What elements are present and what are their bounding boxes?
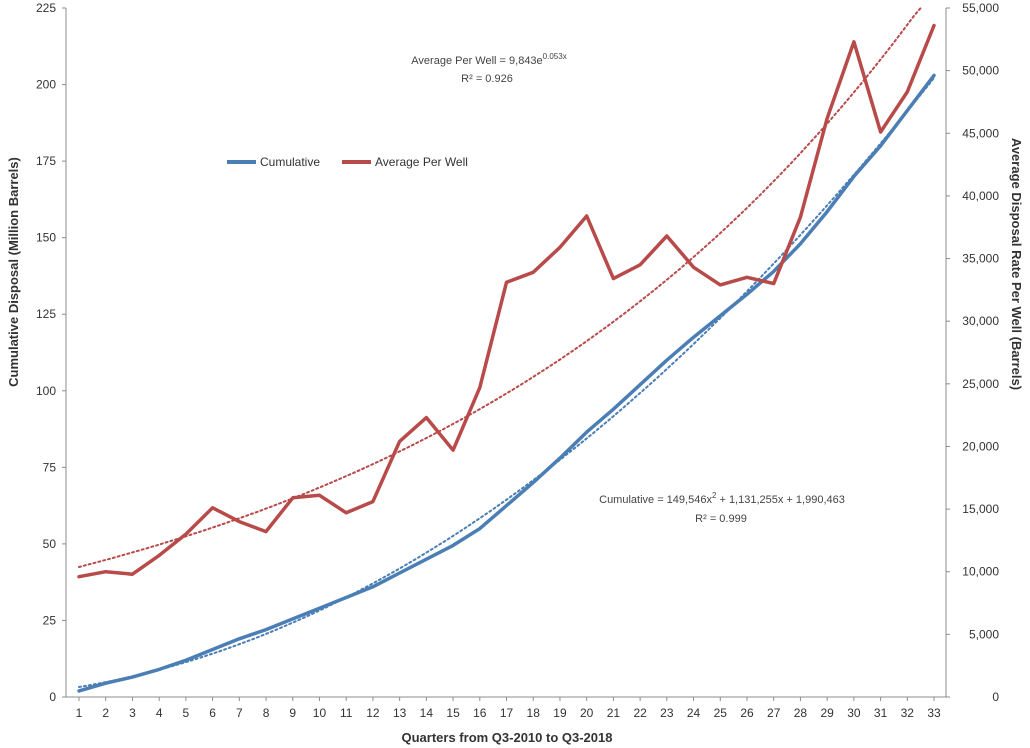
left-tick-label: 175 — [36, 154, 56, 168]
right-tick-label: 45,000 — [962, 126, 999, 140]
x-tick-label: 1 — [76, 706, 83, 720]
left-tick-label: 225 — [36, 1, 56, 15]
right-y-axis: 0 5,000 10,000 15,000 20,000 25,000 30,000 35,0… — [945, 1, 999, 704]
left-tick-label: 75 — [43, 460, 57, 474]
left-y-axis-title: Cumulative Disposal (Million Barrels) — [6, 157, 21, 387]
x-tick-label: 15 — [446, 706, 460, 720]
x-tick-label: 6 — [209, 706, 216, 720]
cumulative-trendline — [78, 76, 935, 688]
right-tick-label: 20,000 — [962, 439, 999, 453]
left-tick-label: 125 — [36, 307, 56, 321]
x-tick-label: 29 — [820, 706, 834, 720]
average-r-squared: R² = 0.926 — [461, 73, 513, 85]
x-tick-label: 5 — [183, 706, 190, 720]
x-tick-label: 31 — [874, 706, 888, 720]
x-tick-label: 13 — [393, 706, 407, 720]
x-tick-label: 17 — [500, 706, 514, 720]
x-tick-label: 28 — [794, 706, 808, 720]
right-tick-label: 40,000 — [962, 189, 999, 203]
x-tick-label: 11 — [340, 706, 353, 720]
x-tick-label: 16 — [473, 706, 487, 720]
right-tick-label: 25,000 — [962, 377, 999, 391]
cumulative-r-squared: R² = 0.999 — [695, 513, 747, 525]
x-tick-label: 8 — [263, 706, 270, 720]
x-tick-label: 30 — [847, 706, 861, 720]
right-tick-label: 55,000 — [962, 1, 999, 15]
x-tick-label: 33 — [927, 706, 941, 720]
x-axis-title: Quarters from Q3-2010 to Q3-2018 — [402, 730, 613, 745]
x-tick-label: 9 — [289, 706, 296, 720]
x-tick-label: 24 — [687, 706, 701, 720]
x-axis: 1 2 3 4 5 6 7 8 9 10 11 12 13 14 15 16 17 18 19 20 21 22 23 24 2… — [66, 696, 946, 720]
cumulative-trend-equation: Cumulative = 149,546x2 + 1,131,255x + 1,… — [599, 491, 845, 525]
x-tick-label: 18 — [527, 706, 541, 720]
x-tick-label: 2 — [102, 706, 109, 720]
trendlines — [78, 7, 935, 688]
cumulative-equation-text: Cumulative = 149,546x2 + 1,131,255x + 1,… — [599, 491, 845, 506]
x-tick-label: 25 — [714, 706, 728, 720]
left-tick-label: 150 — [36, 231, 56, 245]
right-tick-label: 30,000 — [962, 314, 999, 328]
average-per-well-trendline — [78, 7, 922, 568]
x-tick-label: 23 — [660, 706, 674, 720]
x-tick-label: 4 — [156, 706, 163, 720]
right-tick-label: 10,000 — [962, 565, 999, 579]
average-equation-text: Average Per Well = 9,843e0.053x — [411, 52, 566, 67]
right-tick-label: 50,000 — [962, 64, 999, 78]
left-tick-label: 200 — [36, 78, 56, 92]
legend: Cumulative Average Per Well — [227, 155, 468, 169]
x-tick-label: 3 — [129, 706, 136, 720]
x-tick-label: 19 — [553, 706, 567, 720]
x-tick-label: 14 — [420, 706, 434, 720]
x-tick-label: 20 — [580, 706, 594, 720]
left-tick-label: 50 — [43, 537, 57, 551]
left-tick-label: 0 — [49, 690, 56, 704]
x-tick-label: 26 — [740, 706, 754, 720]
x-tick-label: 7 — [236, 706, 243, 720]
legend-label-average-per-well: Average Per Well — [375, 155, 468, 169]
x-tick-label: 22 — [633, 706, 647, 720]
right-tick-label: 0 — [992, 690, 999, 704]
right-tick-label: 15,000 — [962, 502, 999, 516]
x-tick-label: 10 — [313, 706, 327, 720]
x-tick-label: 21 — [607, 706, 621, 720]
left-tick-label: 25 — [43, 613, 57, 627]
average-trend-equation: Average Per Well = 9,843e0.053x R² = 0.9… — [411, 52, 566, 85]
left-tick-label: 100 — [36, 384, 56, 398]
left-y-axis: 0 25 50 75 100 125 150 175 200 225 — [36, 1, 67, 704]
cumulative-line — [77, 73, 936, 693]
x-tick-label: 27 — [767, 706, 781, 720]
x-tick-label: 32 — [901, 706, 915, 720]
series-lines — [77, 23, 936, 693]
legend-label-cumulative: Cumulative — [260, 155, 320, 169]
x-tick-label: 12 — [366, 706, 380, 720]
right-y-axis-title: Average Disposal Rate Per Well (Barrels) — [1009, 138, 1024, 390]
right-tick-label: 5,000 — [969, 627, 999, 641]
right-tick-label: 35,000 — [962, 252, 999, 266]
